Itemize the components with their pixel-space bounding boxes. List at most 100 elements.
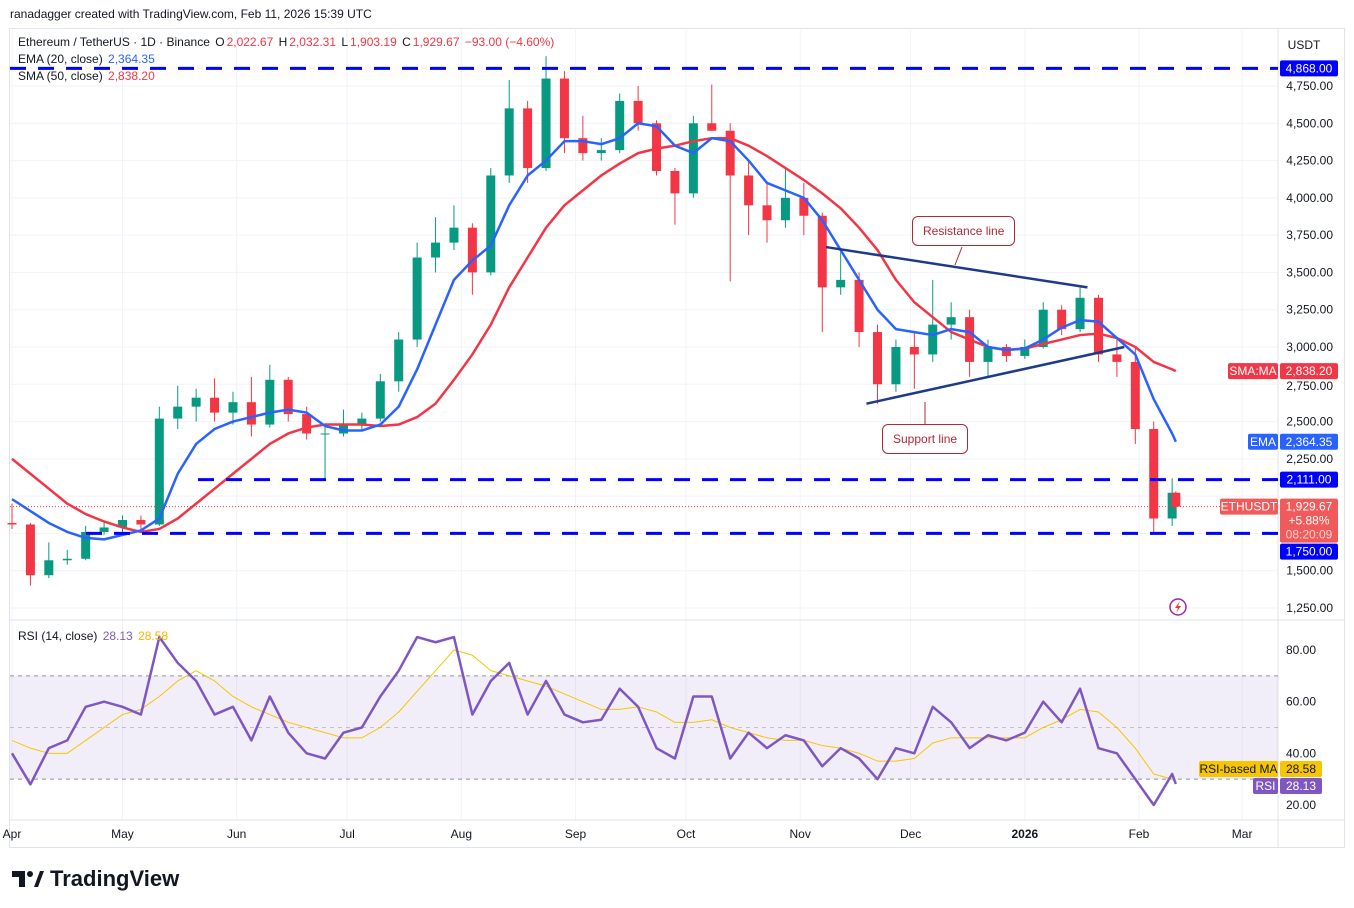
sma-price-badge: 2,838.20 [1286, 364, 1333, 378]
time-tick-label: May [111, 827, 134, 841]
level-mid-badge-bg [1280, 471, 1338, 488]
price-tick-label: 3,500.00 [1286, 265, 1333, 279]
ema-value: 2,364.35 [108, 52, 155, 66]
level-mid-badge: 2,111.00 [1287, 473, 1332, 487]
candle-body [283, 379, 293, 415]
price-tick-label: 4,250.00 [1286, 154, 1333, 168]
candle-body [99, 527, 109, 532]
candle-body [799, 197, 809, 216]
low-value: 1,903.19 [350, 35, 397, 49]
trendline [866, 345, 1125, 405]
ema-price-badge-bg [1280, 433, 1338, 450]
candle-body [559, 78, 569, 139]
time-tick-label: Jul [339, 827, 354, 841]
candle-body [578, 138, 588, 154]
candle-body [836, 279, 846, 288]
price-tick-label: 4,500.00 [1286, 116, 1333, 130]
rsi-legend[interactable]: RSI (14, close) 28.13 28.58 [18, 629, 170, 643]
candle-body [504, 108, 514, 176]
candle-body [431, 242, 441, 258]
candle-body [909, 346, 919, 355]
candle-body [210, 397, 220, 413]
last-price-badge-bg [1280, 498, 1338, 543]
candle-body [191, 397, 201, 407]
price-tick-label: 1,500.00 [1286, 564, 1333, 578]
sma-legend[interactable]: SMA (50, close) 2,838.20 [18, 69, 157, 83]
candle-body [946, 317, 956, 325]
candle-body [136, 519, 146, 525]
level-low-badge-bg [1280, 543, 1338, 560]
candle-body [81, 531, 91, 559]
candle-body [983, 346, 993, 362]
rsi-tick-label: 60.00 [1286, 695, 1316, 709]
candle-body [302, 414, 312, 434]
change-value: −93.00 (−4.60%) [464, 35, 555, 49]
symbol-name[interactable]: Ethereum / TetherUS · 1D · Binance [18, 35, 210, 49]
rsi-ma-price-badge: 28.58 [1286, 762, 1316, 776]
price-tick-label: 2,750.00 [1286, 379, 1333, 393]
rsi-value: 28.13 [102, 629, 133, 643]
rsi-tick-label: 40.00 [1286, 746, 1316, 760]
symbol-legend: Ethereum / TetherUS · 1D · Binance O 2,02… [18, 35, 556, 49]
candle-body [1020, 346, 1030, 356]
level-high-badge-bg [1280, 60, 1338, 77]
candle-body [338, 424, 348, 434]
candle-body [265, 379, 275, 425]
candle-body [1149, 429, 1159, 519]
time-tick-label: Jun [227, 827, 246, 841]
candle-body [707, 123, 717, 131]
rsi-price-badge: 28.13 [1286, 779, 1316, 793]
candle-body [357, 418, 367, 425]
candle-body [615, 100, 625, 151]
candle-body [117, 519, 127, 528]
candle-body [1171, 492, 1181, 507]
candle-body [1038, 309, 1048, 347]
price-tick-label: 2,250.00 [1286, 452, 1333, 466]
price-tick-label: 1,250.00 [1286, 601, 1333, 615]
candle-body [928, 324, 938, 355]
candle-body [320, 433, 330, 435]
sma50-line [11, 136, 1177, 534]
symbol-tag: ETHUSDT [1221, 500, 1278, 514]
resistance-annotation[interactable]: Resistance line [912, 216, 1016, 246]
candle-body [1130, 361, 1140, 430]
time-tick-label: Aug [451, 827, 472, 841]
time-tick-label: Oct [677, 827, 696, 841]
price-tick-label: 2,500.00 [1286, 415, 1333, 429]
sma-tag-bg [1228, 363, 1278, 380]
open-value: 2,022.67 [226, 35, 274, 49]
candle-body [467, 227, 477, 273]
rsi-line [10, 635, 1178, 807]
level-low-badge: 1,750.00 [1286, 545, 1333, 559]
rsi-tick-label: 80.00 [1286, 643, 1316, 657]
sma-tag: SMA:MA [1229, 364, 1276, 378]
time-tick-label: 2026 [1011, 827, 1038, 841]
candle-body [873, 332, 883, 385]
candle-body [449, 227, 459, 243]
candle-body [154, 418, 164, 525]
candle-body [412, 257, 422, 340]
last-price-badge: +5.88% [1288, 514, 1329, 528]
time-tick-label: Apr [3, 827, 22, 841]
sma-price-badge-bg [1280, 363, 1338, 380]
chart-frame [9, 28, 1345, 848]
close-label: C [402, 35, 411, 49]
candle-body [7, 522, 17, 525]
candle-body [725, 130, 735, 176]
chart-credit: ranadagger created with TradingView.com,… [10, 7, 372, 21]
ema20-line [11, 122, 1177, 541]
support-annotation[interactable]: Support line [882, 424, 969, 454]
candle-body [780, 197, 790, 221]
ema-label: EMA (20, close) [18, 52, 103, 66]
candle-body [486, 175, 496, 273]
rsi-ma-tag: RSI-based MA [1199, 762, 1277, 776]
tradingview-footer: TradingView [12, 866, 179, 892]
candle-body [523, 108, 533, 169]
candle-body [633, 100, 643, 124]
candle-body [744, 175, 754, 206]
candle-body [1093, 297, 1103, 355]
close-value: 1,929.67 [412, 35, 460, 49]
candle-body [1001, 346, 1011, 356]
ema-legend[interactable]: EMA (20, close) 2,364.35 [18, 52, 157, 66]
